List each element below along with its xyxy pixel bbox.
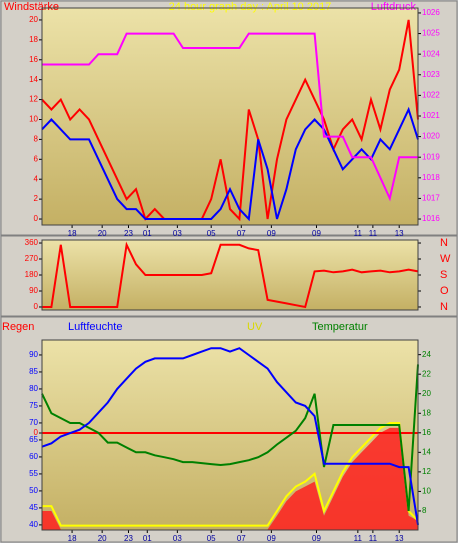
y-tick-label: 90 xyxy=(29,286,38,295)
y-tick-label: 45 xyxy=(29,503,38,512)
legend-label: Luftfeuchte xyxy=(68,321,122,333)
y2-tick-label: 24 xyxy=(422,350,431,359)
x-tick-label: 11 xyxy=(354,534,363,543)
y2-tick-label: 1024 xyxy=(422,49,440,58)
line xyxy=(42,422,419,527)
area xyxy=(42,427,418,530)
x-tick-label: 07 xyxy=(237,534,246,543)
x-tick-label: 09 xyxy=(312,229,321,238)
y2-tick-label: 1025 xyxy=(422,29,440,38)
y2-tick-label: O xyxy=(440,285,449,297)
legend-label: Temperatur xyxy=(312,321,368,333)
y-tick-label: 18 xyxy=(29,35,38,44)
y-tick-label: 90 xyxy=(29,350,38,359)
y2-tick-label: 1022 xyxy=(422,90,440,99)
y2-tick-label: 10 xyxy=(422,487,431,496)
y2-tick-label: 8 xyxy=(422,506,427,515)
x-tick-label: 13 xyxy=(395,534,404,543)
x-tick-label: 01 xyxy=(143,534,152,543)
y-tick-label: 6 xyxy=(34,154,39,163)
y2-tick-label: 20 xyxy=(422,389,431,398)
x-tick-label: 23 xyxy=(124,229,133,238)
y-tick-label: 65 xyxy=(29,435,38,444)
y-tick-label: 40 xyxy=(29,520,38,529)
chart-title: 24 hour graph day : April 10 2017 xyxy=(169,1,332,13)
y-tick-label: 10 xyxy=(29,115,38,124)
y2-tick-label: 1019 xyxy=(422,152,440,161)
y2-tick-label: N xyxy=(440,237,448,249)
y2-tick-label: 12 xyxy=(422,467,431,476)
y2-tick-label: W xyxy=(440,253,451,265)
y-tick-label: 360 xyxy=(25,238,39,247)
y2-tick-label: 1021 xyxy=(422,111,440,120)
y2-tick-label: 1023 xyxy=(422,70,440,79)
y2-tick-label: 16 xyxy=(422,428,431,437)
y2-tick-label: 1020 xyxy=(422,132,440,141)
y2-tick-label: S xyxy=(440,269,447,281)
y-tick-label: 0 xyxy=(34,302,39,311)
x-tick-label: 11 xyxy=(369,534,378,543)
x-tick-label: 23 xyxy=(124,534,133,543)
y2-tick-label: 1026 xyxy=(422,8,440,17)
y-axis-label: Windstärke xyxy=(4,1,59,13)
y-tick-label: 8 xyxy=(34,135,39,144)
y-tick-label: 55 xyxy=(29,469,38,478)
plot-border xyxy=(41,339,419,531)
plot-area xyxy=(42,240,418,310)
legend-label: Regen xyxy=(2,321,34,333)
y-tick-label: 75 xyxy=(29,401,38,410)
y-tick-label: 14 xyxy=(29,75,38,84)
line xyxy=(42,32,418,202)
plot-border xyxy=(41,7,419,226)
y-tick-label: 180 xyxy=(25,270,39,279)
y-tick-label: 270 xyxy=(25,254,39,263)
plot-border xyxy=(41,239,419,311)
x-tick-label: 20 xyxy=(98,534,107,543)
plot-area xyxy=(42,8,418,225)
x-tick-label: 20 xyxy=(98,229,107,238)
y-tick-label: 70 xyxy=(29,418,38,427)
y-tick-label: 0 xyxy=(34,428,39,437)
x-tick-label: 03 xyxy=(173,534,182,543)
y2-axis-label: Luftdruck xyxy=(371,1,417,13)
y-tick-label: 85 xyxy=(29,367,38,376)
line xyxy=(41,347,419,526)
y-tick-label: 12 xyxy=(29,95,38,104)
x-tick-label: 01 xyxy=(143,229,152,238)
x-tick-label: 11 xyxy=(369,229,378,238)
x-tick-label: 05 xyxy=(207,229,216,238)
y2-tick-label: 18 xyxy=(422,408,431,417)
x-tick-label: 09 xyxy=(267,534,276,543)
line xyxy=(42,241,419,309)
y2-tick-label: 1017 xyxy=(422,194,440,203)
x-tick-label: 05 xyxy=(207,534,216,543)
y-tick-label: 0 xyxy=(34,214,39,223)
y-tick-label: 2 xyxy=(34,194,39,203)
y2-tick-label: 1018 xyxy=(422,173,440,182)
y-tick-label: 16 xyxy=(29,55,38,64)
x-tick-label: 18 xyxy=(68,534,77,543)
y2-tick-label: 14 xyxy=(422,447,431,456)
x-tick-label: 09 xyxy=(312,534,321,543)
y-tick-label: 80 xyxy=(29,384,38,393)
y2-tick-label: 22 xyxy=(422,369,431,378)
y-tick-label: 60 xyxy=(29,452,38,461)
x-tick-label: 11 xyxy=(354,229,363,238)
line xyxy=(41,19,419,222)
x-tick-label: 13 xyxy=(395,229,404,238)
y-tick-label: 20 xyxy=(29,15,38,24)
legend-label: UV xyxy=(247,321,263,333)
line xyxy=(41,364,419,512)
x-tick-label: 03 xyxy=(173,229,182,238)
y-tick-label: 4 xyxy=(34,174,39,183)
x-tick-label: 07 xyxy=(237,229,246,238)
line xyxy=(41,106,419,222)
y2-tick-label: N xyxy=(440,301,448,313)
y-tick-label: 50 xyxy=(29,486,38,495)
y2-tick-label: 1016 xyxy=(422,214,440,223)
x-tick-label: 18 xyxy=(68,229,77,238)
x-tick-label: 09 xyxy=(267,229,276,238)
